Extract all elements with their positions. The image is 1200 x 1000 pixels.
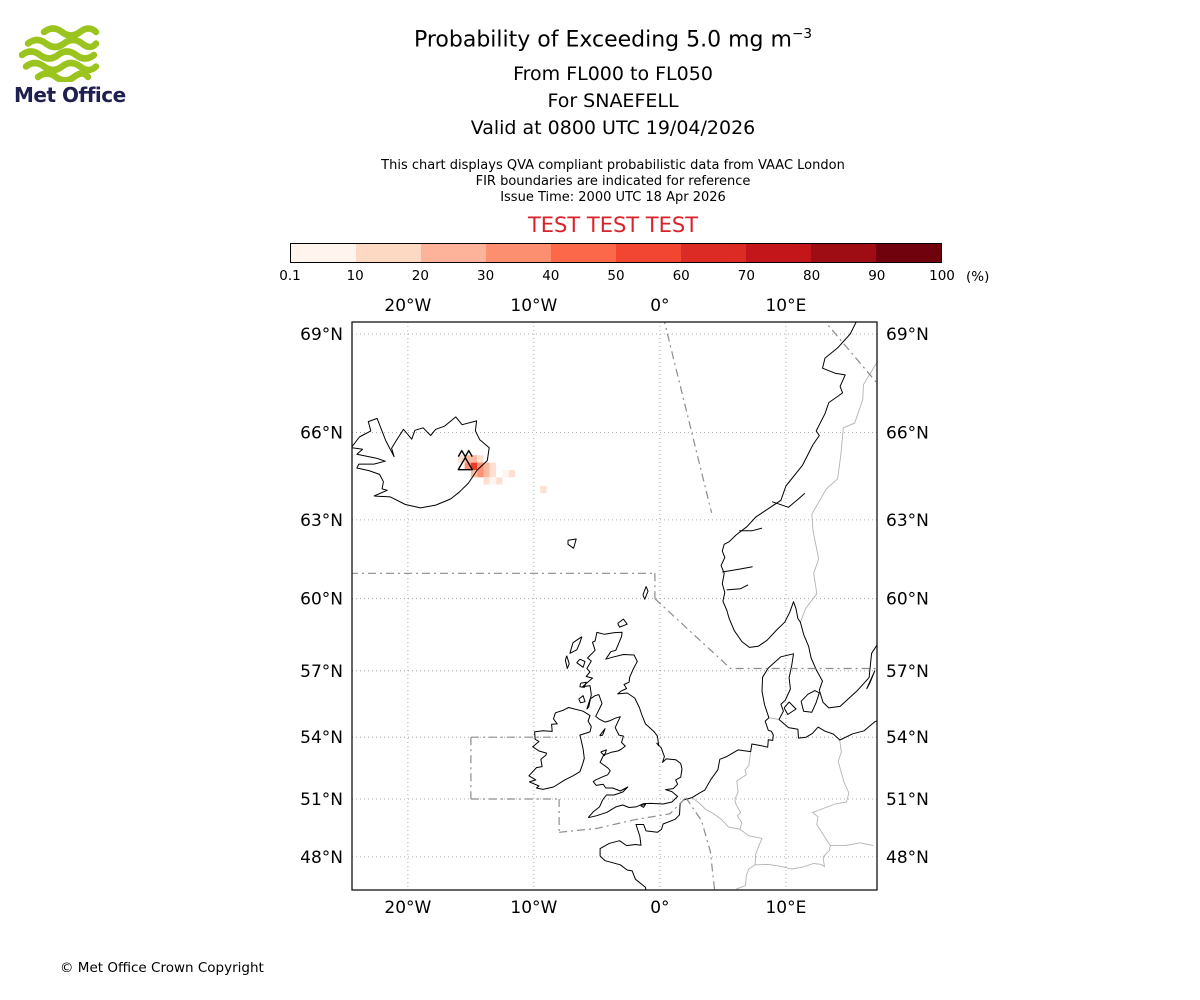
- valid-time-subtitle: Valid at 0800 UTC 19/04/2026: [470, 117, 756, 139]
- colorbar-tick-label: 80: [803, 268, 821, 284]
- probability-colorbar: [290, 243, 942, 263]
- colorbar-segment: [291, 244, 356, 262]
- fir-boundaries-layer: [352, 322, 877, 890]
- axis-labels: 69°N 69°N 66°N 66°N 63°N 63°N 60°N 60°N 57°N 57°N…: [300, 296, 929, 918]
- longitude-label-top: 10°W: [510, 296, 557, 316]
- test-banner: TEST TEST TEST: [527, 213, 699, 237]
- issue-time-note: Issue Time: 2000 UTC 18 Apr 2026: [500, 190, 726, 205]
- latitude-label-left: 66°N: [300, 423, 343, 443]
- colorbar-unit-label: (%): [966, 269, 990, 285]
- latitude-label-left: 51°N: [300, 790, 343, 810]
- colorbar-segment: [551, 244, 616, 262]
- met-office-logo: Met Office: [14, 24, 126, 107]
- qva-note: This chart displays QVA compliant probab…: [381, 158, 845, 173]
- map-frame: [351, 321, 878, 891]
- country-borders-layer: [691, 361, 877, 890]
- colorbar-segment: [746, 244, 811, 262]
- latitude-label-left: 48°N: [300, 848, 343, 868]
- longitude-label-bottom: 0°: [650, 898, 669, 918]
- fir-note: FIR boundaries are indicated for referen…: [475, 174, 751, 189]
- map-layers: [352, 322, 877, 890]
- colorbar-segment: [421, 244, 486, 262]
- latitude-label-right: 69°N: [886, 325, 929, 345]
- volcano-subtitle: For SNAEFELL: [547, 90, 679, 112]
- latitude-label-left: 54°N: [300, 728, 343, 748]
- colorbar-segment: [616, 244, 681, 262]
- volcano-symbol: [457, 449, 473, 471]
- latitude-label-left: 69°N: [300, 325, 343, 345]
- met-office-logo-text: Met Office: [14, 83, 126, 107]
- colorbar-tick-label: 60: [672, 268, 690, 284]
- chart-title-exponent: −3: [791, 26, 813, 42]
- latitude-label-right: 60°N: [886, 590, 929, 610]
- chart-title: Probability of Exceeding 5.0 mg m−3: [13, 26, 1200, 52]
- colorbar-tick-label: 50: [607, 268, 625, 284]
- colorbar-tick-label: 90: [868, 268, 886, 284]
- latitude-label-left: 63°N: [300, 511, 343, 531]
- colorbar-tick-label: 30: [477, 268, 495, 284]
- colorbar-segment: [356, 244, 421, 262]
- flight-levels-subtitle: From FL000 to FL050: [513, 63, 713, 85]
- colorbar-tick-label: 70: [737, 268, 755, 284]
- latitude-label-right: 54°N: [886, 728, 929, 748]
- colorbar-segment: [811, 244, 876, 262]
- colorbar-tick-label: 20: [411, 268, 429, 284]
- latitude-label-right: 48°N: [886, 848, 929, 868]
- met-office-logo-waves: [18, 25, 100, 82]
- longitude-label-bottom: 10°W: [510, 898, 557, 918]
- colorbar-segment: [486, 244, 551, 262]
- latitude-label-right: 63°N: [886, 511, 929, 531]
- colorbar-tick-label: 40: [542, 268, 560, 284]
- copyright-text: © Met Office Crown Copyright: [60, 960, 264, 976]
- colorbar-ticks: 0.1 10 20 30 40 50 60 70 80 90 100: [279, 268, 955, 284]
- colorbar-tick-label: 0.1: [279, 268, 301, 284]
- latitude-label-right: 51°N: [886, 790, 929, 810]
- colorbar-tick-label: 100: [929, 268, 955, 284]
- colorbar-segment: [681, 244, 746, 262]
- latitude-label-right: 66°N: [886, 423, 929, 443]
- colorbar-tick-label: 10: [346, 268, 364, 284]
- longitude-label-bottom: 10°E: [765, 898, 806, 918]
- longitude-label-top: 10°E: [765, 296, 806, 316]
- colorbar-segment: [876, 244, 941, 262]
- longitude-label-top: 0°: [650, 296, 669, 316]
- probability-cells-layer: [458, 455, 547, 494]
- graticule-layer: [352, 322, 877, 890]
- chart-title-text: Probability of Exceeding 5.0 mg m: [413, 27, 792, 53]
- latitude-label-right: 57°N: [886, 662, 929, 682]
- longitude-label-top: 20°W: [384, 296, 431, 316]
- latitude-label-left: 57°N: [300, 662, 343, 682]
- longitude-label-bottom: 20°W: [384, 898, 431, 918]
- coastline-layer: [352, 322, 877, 890]
- latitude-label-left: 60°N: [300, 590, 343, 610]
